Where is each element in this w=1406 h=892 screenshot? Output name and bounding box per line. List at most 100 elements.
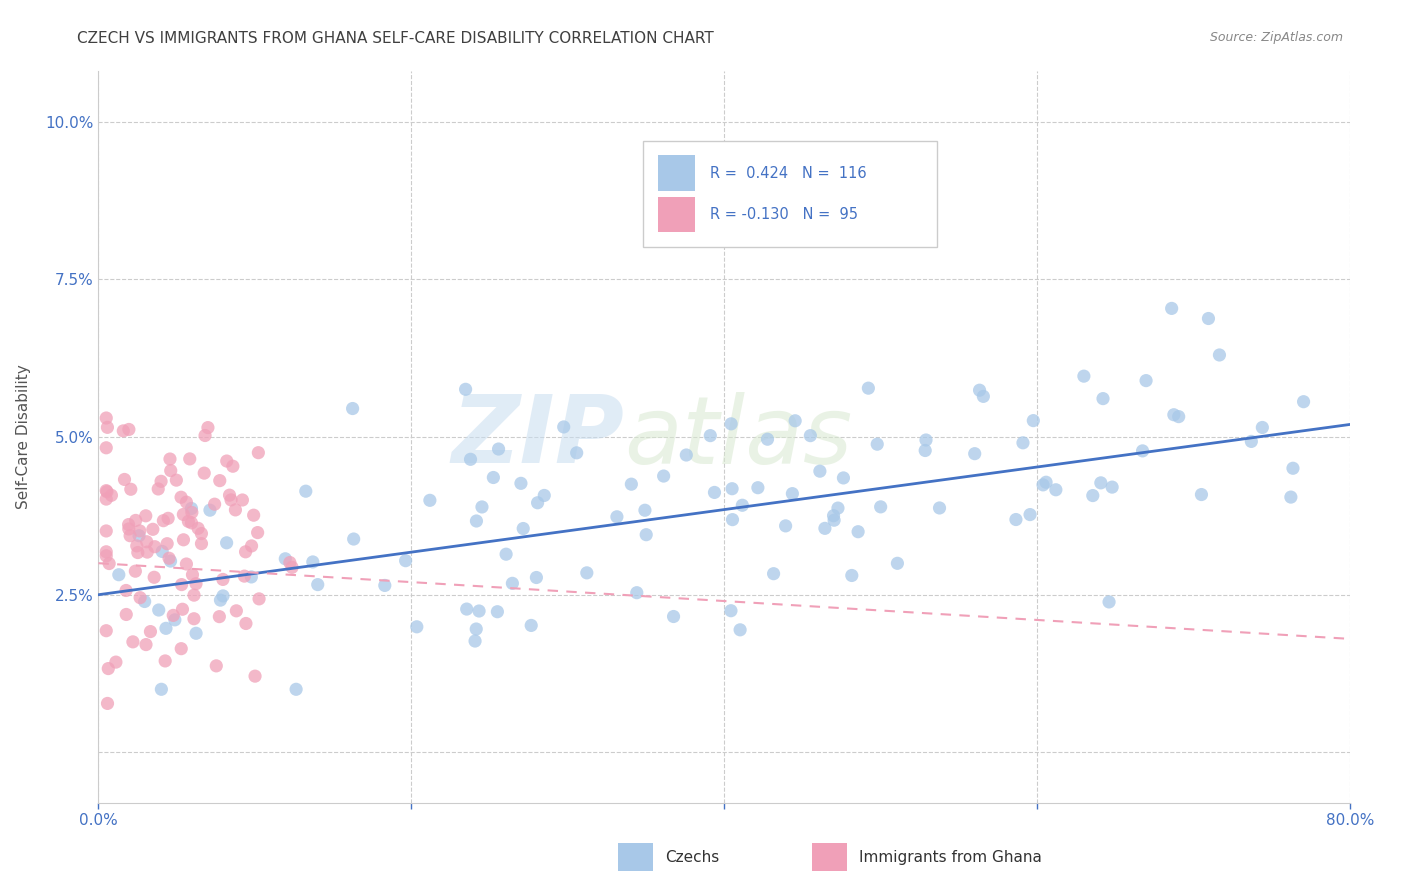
Point — [208, 474, 231, 488]
Point — [1292, 394, 1315, 409]
Point — [928, 500, 950, 515]
Point — [135, 534, 157, 549]
FancyBboxPatch shape — [811, 843, 846, 871]
Point — [181, 567, 204, 582]
Point — [285, 682, 308, 697]
Point — [159, 464, 181, 478]
Point — [134, 594, 156, 608]
Point — [512, 522, 534, 536]
Point — [652, 469, 675, 483]
Point — [157, 511, 180, 525]
Point — [969, 383, 991, 397]
Point — [620, 477, 643, 491]
Point — [486, 605, 509, 619]
Point — [1251, 420, 1274, 434]
Point — [482, 470, 505, 484]
Point — [124, 564, 146, 578]
Point — [394, 554, 416, 568]
Point — [100, 488, 122, 502]
Point — [495, 547, 517, 561]
Point — [170, 577, 193, 591]
Point — [1282, 461, 1305, 475]
Point — [190, 536, 212, 550]
Point — [307, 577, 329, 591]
Point — [184, 626, 207, 640]
Point — [96, 545, 118, 559]
Text: ZIP: ZIP — [451, 391, 624, 483]
Point — [294, 484, 316, 499]
Point — [1240, 434, 1263, 449]
Point — [465, 622, 488, 636]
Point — [1167, 409, 1189, 424]
Point — [240, 570, 263, 584]
Point — [963, 447, 986, 461]
Point — [1160, 301, 1182, 316]
Point — [827, 501, 849, 516]
Point — [112, 424, 135, 438]
Point — [172, 602, 194, 616]
Point — [823, 508, 845, 523]
Point — [98, 557, 121, 571]
Point — [565, 446, 588, 460]
Point — [1092, 392, 1115, 406]
Text: R =  0.424   N =  116: R = 0.424 N = 116 — [710, 166, 868, 180]
Point — [108, 567, 131, 582]
Point — [488, 442, 510, 456]
Point — [104, 655, 127, 669]
Point — [464, 634, 486, 648]
Point — [1191, 487, 1213, 501]
Point — [127, 545, 149, 559]
Point — [198, 503, 221, 517]
Point — [128, 524, 150, 538]
Point — [510, 476, 533, 491]
Point — [96, 420, 118, 434]
Point — [180, 501, 202, 516]
Point — [1045, 483, 1067, 497]
Point — [205, 658, 228, 673]
Point — [180, 505, 202, 519]
FancyBboxPatch shape — [658, 197, 696, 232]
Point — [177, 515, 200, 529]
Point — [176, 495, 198, 509]
Point — [190, 526, 212, 541]
Point — [142, 522, 165, 536]
Point — [526, 496, 548, 510]
Point — [135, 508, 157, 523]
Point — [575, 566, 598, 580]
Point — [184, 576, 207, 591]
Point — [96, 697, 118, 711]
Point — [374, 578, 396, 592]
Point — [96, 524, 118, 538]
FancyBboxPatch shape — [617, 843, 652, 871]
Point — [115, 583, 138, 598]
Point — [235, 616, 257, 631]
Point — [721, 482, 744, 496]
Point — [136, 545, 159, 559]
Point — [454, 382, 477, 396]
Point — [301, 555, 323, 569]
Point — [122, 635, 145, 649]
Point — [1098, 595, 1121, 609]
Point — [728, 623, 751, 637]
Point — [634, 503, 657, 517]
Y-axis label: Self-Care Disability: Self-Care Disability — [17, 365, 31, 509]
Point — [636, 527, 658, 541]
Point — [218, 488, 240, 502]
Point — [756, 432, 779, 446]
Point — [1035, 475, 1057, 490]
Point — [96, 492, 118, 507]
Point — [139, 624, 162, 639]
Point — [1132, 443, 1154, 458]
Point — [242, 508, 264, 523]
Point — [118, 522, 141, 536]
Point — [662, 609, 685, 624]
Point — [153, 654, 176, 668]
Point — [233, 569, 256, 583]
Point — [1279, 490, 1302, 504]
Point — [1073, 369, 1095, 384]
Point — [96, 624, 118, 638]
Point — [675, 448, 697, 462]
Point — [1012, 435, 1035, 450]
Point — [179, 451, 201, 466]
Point — [212, 573, 235, 587]
